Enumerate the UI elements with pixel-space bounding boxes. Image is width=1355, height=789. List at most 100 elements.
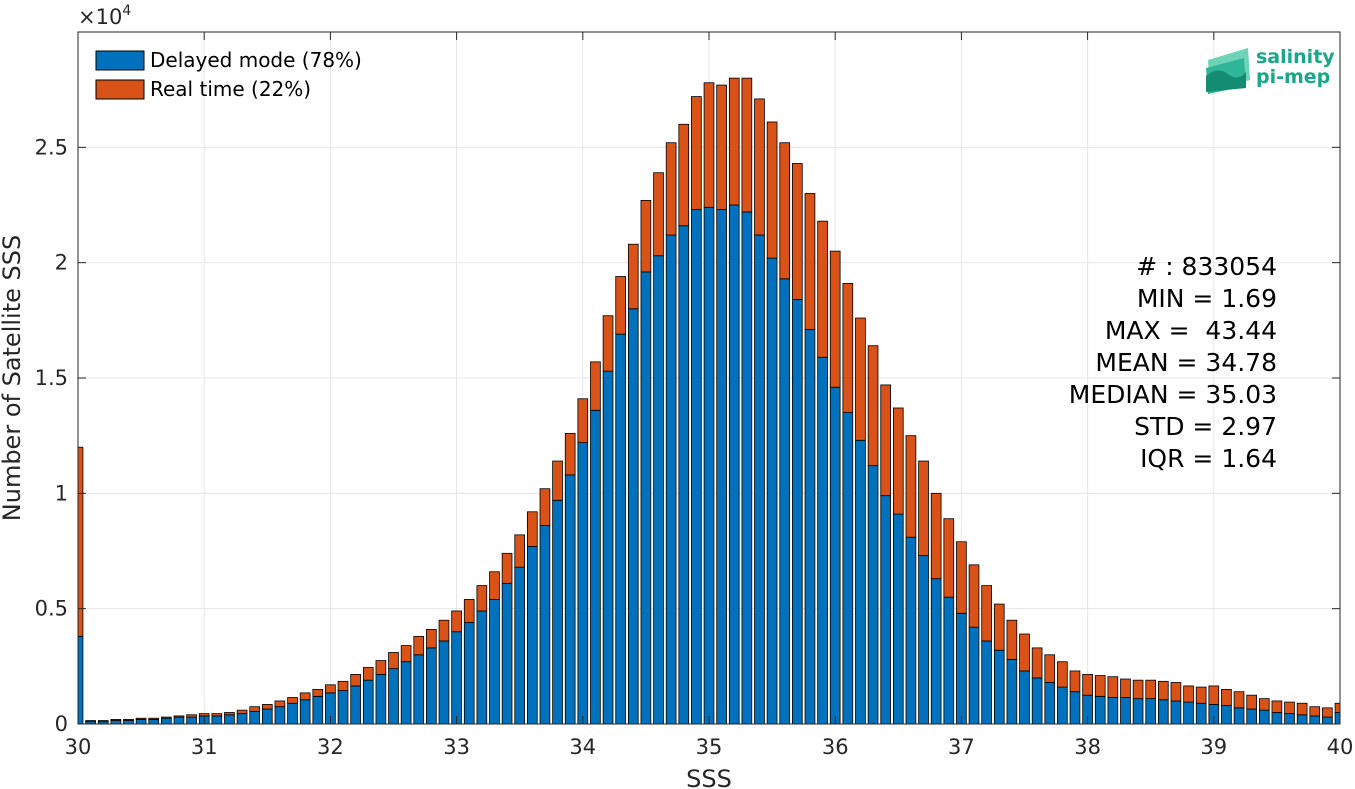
bar-real-time	[653, 172, 664, 257]
bar-real-time	[981, 585, 992, 642]
stat-iqr: IQR = 1.64	[1140, 444, 1277, 473]
bar-real-time	[375, 660, 387, 675]
bar-delayed-mode	[312, 695, 324, 725]
y-tick-label: 0.5	[35, 597, 68, 621]
bar-delayed-mode	[1069, 691, 1081, 725]
bar-real-time	[691, 96, 702, 211]
bar-delayed-mode	[1157, 699, 1169, 725]
bar-real-time	[1334, 702, 1341, 713]
bar-real-time	[1107, 676, 1119, 698]
bar-real-time	[577, 398, 589, 443]
bar-delayed-mode	[804, 329, 816, 725]
bar-real-time	[388, 652, 399, 670]
bar-real-time	[198, 713, 210, 717]
bar-real-time	[501, 552, 513, 584]
y-tick-label: 2.5	[35, 135, 68, 159]
bar-real-time	[224, 712, 235, 716]
bar-real-time	[539, 488, 551, 527]
bar-real-time	[880, 384, 892, 497]
bar-delayed-mode	[1044, 682, 1056, 725]
bar-delayed-mode	[602, 370, 614, 725]
bars	[77, 77, 1341, 725]
y-axis-label: Number of Satellite SSS	[0, 235, 26, 521]
bar-real-time	[1258, 698, 1270, 711]
stat-max: MAX = 43.44	[1105, 316, 1277, 345]
x-tick-label: 31	[191, 735, 218, 759]
bar-real-time	[173, 715, 185, 718]
bar-delayed-mode	[1145, 698, 1157, 725]
x-axis-label: SSS	[686, 765, 732, 789]
bar-delayed-mode	[993, 649, 1005, 725]
bar-real-time	[287, 697, 298, 704]
bar-real-time	[792, 163, 803, 300]
legend-swatch-realtime	[95, 79, 145, 100]
bar-real-time	[274, 700, 286, 708]
bar-real-time	[148, 717, 160, 720]
bar-real-time	[1271, 700, 1283, 713]
bar-real-time	[1208, 685, 1220, 705]
bar-delayed-mode	[880, 495, 892, 725]
bar-real-time	[325, 684, 336, 694]
bar-delayed-mode	[501, 582, 513, 725]
bar-real-time	[779, 142, 791, 280]
bar-real-time	[943, 518, 955, 598]
bar-real-time	[1145, 679, 1157, 700]
bar-real-time	[476, 585, 488, 612]
bar-real-time	[161, 716, 172, 719]
bar-delayed-mode	[766, 257, 778, 725]
bar-delayed-mode	[1309, 715, 1321, 725]
bar-real-time	[489, 571, 500, 600]
y-tick-label: 0	[55, 712, 68, 736]
bar-real-time	[1031, 647, 1043, 679]
bar-real-time	[350, 674, 361, 687]
bar-delayed-mode	[426, 647, 437, 725]
bar-real-time	[930, 492, 942, 580]
bar-delayed-mode	[842, 412, 854, 725]
stat-count: # : 833054	[1136, 252, 1277, 281]
bar-delayed-mode	[249, 710, 261, 725]
bar-delayed-mode	[855, 439, 866, 725]
bar-delayed-mode	[489, 599, 500, 725]
bar-real-time	[993, 603, 1005, 651]
bar-real-time	[1246, 694, 1257, 710]
bar-delayed-mode	[400, 661, 412, 725]
bar-real-time	[186, 714, 197, 718]
bar-delayed-mode	[110, 720, 122, 725]
bar-real-time	[956, 541, 967, 614]
bar-delayed-mode	[943, 596, 955, 725]
bar-real-time	[1157, 680, 1169, 701]
bar-delayed-mode	[1334, 712, 1341, 725]
bar-real-time	[1309, 706, 1321, 717]
bar-real-time	[665, 142, 677, 236]
bar-real-time	[905, 435, 917, 538]
bar-delayed-mode	[463, 622, 475, 725]
x-tick-label: 34	[569, 735, 596, 759]
bar-delayed-mode	[135, 718, 147, 725]
x-tick-label: 39	[1200, 735, 1227, 759]
bar-delayed-mode	[362, 679, 374, 725]
bar-real-time	[564, 432, 576, 476]
bar-real-time	[1322, 707, 1333, 718]
logo-text-line2: pi-mep	[1256, 66, 1330, 88]
bar-real-time	[261, 703, 273, 710]
bar-delayed-mode	[413, 654, 425, 725]
y-ticks: 0 0.5 1 1.5 2 2.5	[35, 135, 1340, 736]
bar-delayed-mode	[526, 545, 538, 725]
bar-real-time	[627, 243, 639, 310]
stat-mean: MEAN = 34.78	[1095, 348, 1277, 377]
bar-real-time	[1296, 702, 1308, 716]
x-tick-label: 30	[65, 735, 92, 759]
bar-real-time	[804, 193, 816, 330]
bar-delayed-mode	[1296, 714, 1308, 725]
bar-delayed-mode	[665, 234, 677, 725]
bar-real-time	[1284, 701, 1295, 715]
bar-delayed-mode	[1094, 695, 1106, 725]
bar-real-time	[552, 460, 563, 501]
x-tick-label: 36	[822, 735, 849, 759]
bar-real-time	[1233, 691, 1245, 709]
bar-delayed-mode	[514, 566, 526, 725]
bar-real-time	[1094, 675, 1106, 697]
bar-real-time	[337, 680, 349, 691]
bar-delayed-mode	[1183, 701, 1194, 725]
legend-label-realtime: Real time (22%)	[150, 77, 311, 101]
